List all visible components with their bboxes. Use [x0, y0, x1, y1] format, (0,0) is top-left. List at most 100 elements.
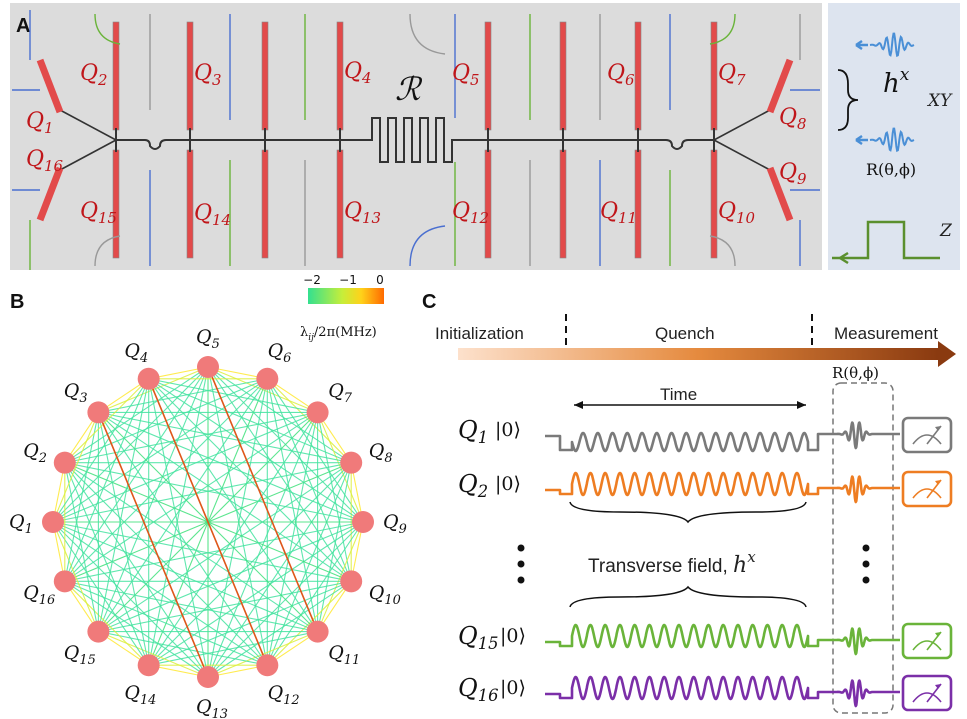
vertical-ellipsis-icon — [862, 544, 870, 584]
qubit-label-q15: Q15 — [80, 199, 117, 227]
node-label-q7: Q7 — [328, 380, 353, 406]
colorbar-label: λij/2π(MHz) — [300, 325, 377, 343]
coupler-line — [713, 139, 771, 171]
qubit-bar — [186, 149, 194, 259]
qubit-label-q7: Q7 — [718, 61, 746, 89]
stage-initialization: Initialization — [435, 324, 524, 343]
coupling-edge — [148, 412, 319, 666]
row-label-q1: Q1 — [458, 416, 488, 447]
ket-zero: |0⟩ — [495, 473, 521, 495]
coupling-edge — [52, 378, 150, 523]
coupler-line — [59, 109, 117, 141]
qubit-bar — [112, 21, 120, 131]
coupling-edge — [148, 378, 352, 464]
panel-c: C Initialization Quench Measurement R(θ,… — [422, 291, 956, 714]
qubit-label-q10: Q10 — [718, 199, 756, 227]
coupling-edge — [266, 378, 364, 523]
panel-a-letter: A — [16, 15, 30, 37]
resonator-label: ℛ — [395, 70, 423, 108]
hx-label: hx — [883, 65, 910, 99]
xy-pulse-icon — [869, 127, 915, 153]
coupling-edge — [52, 521, 150, 666]
node-label-q3: Q3 — [64, 380, 88, 406]
qubit-node-q8 — [340, 451, 363, 474]
node-label-q6: Q6 — [268, 340, 292, 366]
transverse-label: Transverse field, hx — [588, 548, 756, 578]
qubit-label-q1: Q1 — [26, 109, 54, 137]
coupling-edge — [148, 378, 319, 632]
node-label-q1: Q1 — [9, 511, 33, 537]
node-label-q15: Q15 — [64, 642, 96, 668]
ket-zero: |0⟩ — [495, 419, 521, 441]
control-panel-background — [828, 3, 960, 270]
coupler-line — [713, 109, 771, 141]
qubit-bar — [634, 149, 642, 259]
panel-b-letter: B — [10, 291, 24, 313]
qubit-bar — [710, 21, 718, 131]
qubit-nodes: Q5 Q6 Q7 Q8 Q9 Q10 Q11 Q12 Q13 Q14 Q15 Q16 Q1 Q2 Q3 Q4 — [9, 326, 407, 719]
qubit-bar — [261, 149, 269, 259]
stage-quench: Quench — [655, 324, 715, 343]
qubit-row-q1: Q1 |0⟩ — [458, 416, 953, 454]
coupling-edge — [317, 412, 352, 582]
coupling-edge — [97, 412, 268, 666]
panel-c-letter: C — [422, 291, 436, 313]
readout-line — [94, 235, 121, 267]
coupling-edge — [207, 580, 352, 678]
arrow-left-icon — [855, 39, 868, 51]
qubit-label-q8: Q8 — [779, 105, 807, 133]
control-waveform — [545, 421, 900, 453]
qubit-bar — [36, 58, 64, 114]
qubit-bar — [112, 149, 120, 259]
coupling-edge — [64, 580, 209, 678]
qubit-bar — [766, 166, 794, 222]
row-label-q15: Q15 — [458, 622, 498, 653]
coupling-edge — [64, 378, 150, 464]
qubit-label-q11: Q11 — [600, 199, 637, 227]
node-label-q16: Q16 — [23, 582, 55, 608]
colorbar — [308, 288, 384, 304]
qubit-label-q12: Q12 — [452, 199, 489, 227]
coupling-bus — [116, 117, 714, 163]
rotation-label: R(θ,ϕ) — [866, 160, 916, 179]
row-label-q2: Q2 — [458, 470, 488, 501]
qubit-label-q2: Q2 — [80, 61, 108, 89]
brace-icon — [569, 585, 807, 608]
node-label-q14: Q14 — [124, 682, 156, 708]
coupling-edge — [64, 378, 150, 582]
qubit-bar — [484, 149, 492, 259]
qubit-bar — [766, 58, 794, 114]
coupler-line — [59, 139, 117, 171]
chip-background — [10, 3, 822, 270]
qubit-bar — [634, 21, 642, 131]
coupling-edge — [207, 366, 268, 666]
node-label-q8: Q8 — [369, 440, 393, 466]
qubit-label-q13: Q13 — [344, 199, 381, 227]
arrow-left-icon — [855, 134, 868, 146]
control-waveform — [545, 471, 900, 504]
qubit-label-q3: Q3 — [194, 61, 222, 89]
ket-zero: |0⟩ — [500, 625, 526, 647]
node-label-q9: Q9 — [383, 511, 407, 537]
qubit-node-q7 — [306, 401, 329, 424]
coupling-edge — [207, 378, 268, 678]
measurement-box — [832, 382, 894, 714]
coupling-edge — [97, 378, 268, 632]
z-pulse-icon — [832, 220, 940, 260]
coupling-edge — [266, 521, 364, 666]
qubit-node-q14 — [137, 654, 160, 677]
qubit-label-q9: Q9 — [779, 160, 807, 188]
coupling-edge — [64, 366, 209, 464]
coupling-edge — [207, 366, 352, 464]
qubit-node-q12 — [256, 654, 279, 677]
coupling-edge — [98, 378, 268, 413]
qubit-node-q10 — [340, 570, 363, 593]
panel-b: B −2 −1 0 λij/2π(MHz) Q5 Q6Q7Q8Q9Q10Q11Q12Q… — [9, 273, 407, 719]
qubit-bar — [336, 149, 344, 259]
coupling-edge — [64, 462, 99, 632]
node-label-q2: Q2 — [23, 440, 47, 466]
control-waveform — [545, 623, 900, 656]
coupling-edge-strong — [147, 378, 269, 666]
